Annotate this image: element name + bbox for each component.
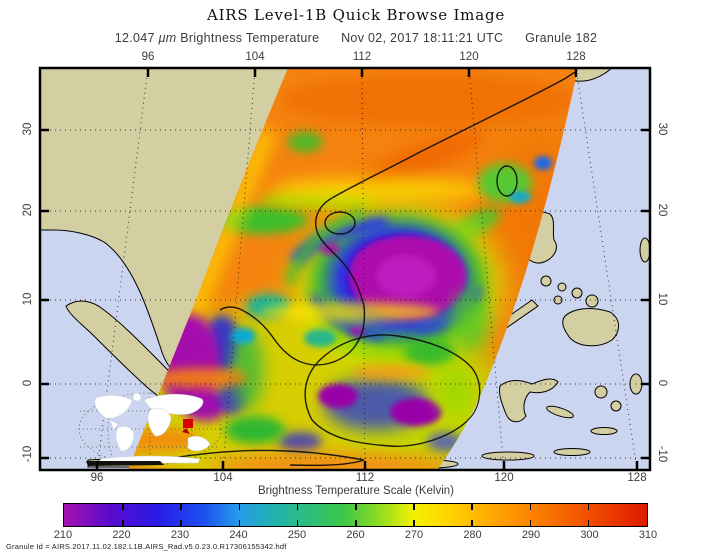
wavelength-unit: μm	[158, 31, 177, 45]
colorbar-tick	[355, 520, 357, 526]
colorbar-tick	[413, 520, 415, 526]
airs-swath	[128, 68, 578, 470]
colorbar-tick	[180, 520, 182, 526]
page-title: AIRS Level-1B Quick Browse Image	[206, 6, 506, 24]
colorbar-tick	[529, 520, 532, 526]
granule-location-marker	[183, 419, 193, 428]
subtitle: 12.047 μm Brightness Temperature Nov 02,…	[0, 31, 712, 45]
land-visayas	[540, 275, 599, 308]
colorbar-tick-label: 210	[53, 529, 73, 541]
colorbar-tick-label: 220	[112, 529, 131, 541]
colorbar-tick	[471, 504, 473, 510]
graticule	[40, 68, 650, 470]
colorbar-tick-label: 270	[404, 529, 424, 541]
colorbar-tick	[355, 504, 357, 510]
colorbar-tick-label: 280	[463, 529, 482, 541]
colorbar-tick	[587, 504, 590, 510]
wavelength-value: 12.047	[114, 31, 155, 45]
colorbar-tick-label: 290	[521, 529, 541, 541]
granule-number: Granule 182	[525, 31, 598, 45]
colorbar-tick	[296, 520, 299, 526]
colorbar-tick-label: 300	[580, 529, 599, 541]
swath-coastlines	[165, 71, 576, 467]
colorbar-tick	[296, 504, 299, 510]
colorbar-tick-label: 310	[638, 529, 658, 541]
colorbar-tick	[471, 520, 473, 526]
land-sulawesi	[499, 378, 559, 423]
colorbar	[63, 503, 648, 527]
colorbar-tick	[180, 504, 182, 510]
map-frame	[38, 66, 652, 472]
land-mindanao	[562, 308, 619, 347]
colorbar-tick-label: 260	[346, 529, 365, 541]
colorbar-tick	[413, 504, 415, 510]
inset-world-map	[78, 392, 222, 466]
colorbar-tick-label: 240	[229, 529, 248, 541]
colorbar-tick-label: 230	[170, 529, 190, 541]
colorbar-tick	[122, 504, 124, 510]
colorbar-tick	[587, 520, 590, 526]
granule-id-text: Granule Id = AIRS.2017.11.02.182.L1B.AIR…	[6, 542, 287, 551]
colorbar-tick	[238, 504, 241, 510]
colorbar-tick	[529, 504, 532, 510]
product-name: Brightness Temperature	[180, 31, 320, 45]
colorbar-tick-label: 250	[287, 529, 307, 541]
colorbar-tick	[122, 520, 124, 526]
colorbar-title: Brightness Temperature Scale (Kelvin)	[257, 485, 455, 497]
observation-datetime: Nov 02, 2017 18:11:21 UTC	[341, 31, 504, 45]
colorbar-tick	[238, 520, 241, 526]
